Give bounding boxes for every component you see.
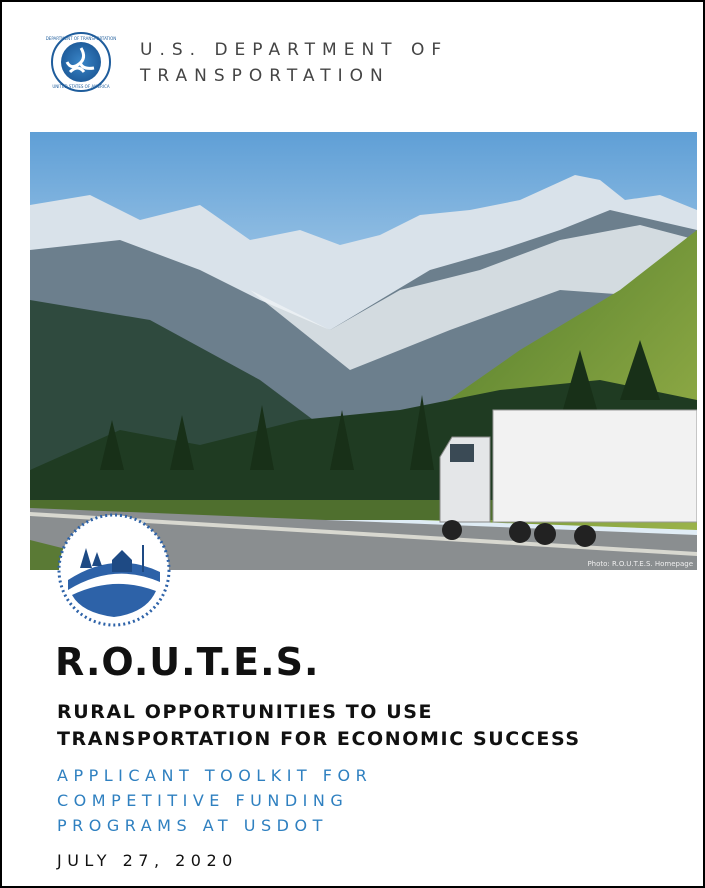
- agency-line: TRANSPORTATION: [139, 66, 390, 86]
- cover-title: R.O.U.T.E.S.: [55, 640, 319, 684]
- seal-bottom-text: UNITED STATES OF AMERICA: [52, 84, 109, 89]
- cover-page: DEPARTMENT OF TRANSPORTATION UNITED STAT…: [0, 0, 705, 888]
- toolkit-line: PROGRAMS AT USDOT: [57, 816, 328, 835]
- cover-photo: Photo: R.O.U.T.E.S. Homepage: [30, 132, 697, 570]
- toolkit-line: APPLICANT TOOLKIT FOR: [57, 766, 372, 785]
- cover-date: JULY 27, 2020: [56, 851, 238, 870]
- seal-top-text: DEPARTMENT OF TRANSPORTATION: [46, 36, 117, 41]
- cover-subtitle: TRANSPORTATION FOR ECONOMIC SUCCESS: [57, 728, 581, 750]
- toolkit-line: COMPETITIVE FUNDING: [57, 791, 348, 810]
- cover-subtitle: RURAL OPPORTUNITIES TO USE: [57, 701, 433, 723]
- photo-credit: Photo: R.O.U.T.E.S. Homepage: [587, 560, 693, 568]
- agency-line: U.S. DEPARTMENT OF: [140, 40, 448, 60]
- routes-logo: [59, 515, 169, 625]
